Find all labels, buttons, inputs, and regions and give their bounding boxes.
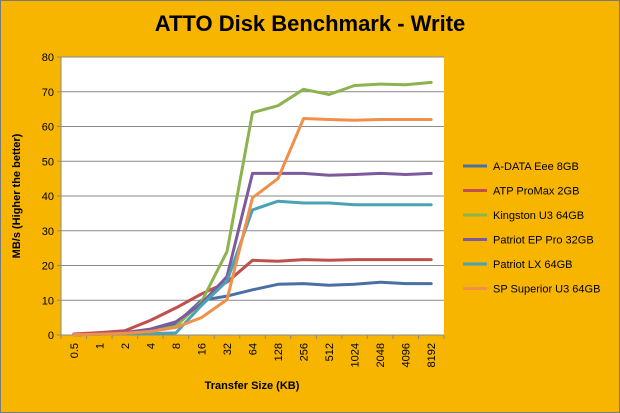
x-tick-label: 1024: [350, 343, 362, 367]
legend-label-6: SP Superior U3 64GB: [493, 284, 600, 296]
y-tick-label: 10: [42, 295, 54, 307]
y-tick-label: 60: [42, 122, 54, 134]
legend-label-3: Kingston U3 64GB: [493, 210, 584, 222]
series-lines: [72, 80, 433, 337]
x-tick-label: 8: [171, 343, 183, 349]
x-tick-label: 0.5: [69, 343, 81, 358]
x-tick-label: 2: [120, 343, 132, 349]
x-tick-label: 256: [299, 343, 311, 361]
gridlines: [61, 56, 444, 301]
x-tick-label: 512: [324, 343, 336, 361]
x-axis-label: Transfer Size (KB): [205, 380, 300, 392]
legend-label-2: ATP ProMax 2GB: [493, 186, 579, 198]
x-tick-label: 8192: [426, 343, 438, 367]
x-tick-label: 16: [196, 343, 208, 355]
legend-label-1: A-DATA Eee 8GB: [493, 161, 579, 173]
y-axis: 0 10 20 30 40 50 60 70 80: [42, 52, 62, 342]
y-tick-label: 30: [42, 226, 54, 238]
legend: A-DATA Eee 8GB ATP ProMax 2GB Kingston U3 …: [463, 161, 600, 296]
y-tick-label: 0: [48, 330, 54, 342]
y-tick-label: 40: [42, 191, 54, 203]
y-tick-label: 20: [42, 261, 54, 273]
x-tick-label: 4096: [401, 343, 413, 367]
x-tick-label: 32: [222, 343, 234, 355]
y-tick-label: 50: [42, 156, 54, 168]
x-tick-label: 4: [145, 343, 157, 349]
y-tick-label: 70: [42, 87, 54, 99]
chart-title: ATTO Disk Benchmark - Write: [155, 11, 466, 36]
y-tick-label: 80: [42, 52, 54, 64]
series-line-6: [72, 117, 433, 337]
legend-label-4: Patriot EP Pro 32GB: [493, 235, 594, 247]
series-line-2: [72, 258, 433, 336]
x-tick-label: 2048: [375, 343, 387, 367]
legend-label-5: Patriot LX 64GB: [493, 259, 573, 271]
x-tick-label: 128: [273, 343, 285, 361]
x-tick-label: 1: [94, 343, 106, 349]
y-axis-label: MB/s (Higher the better): [11, 133, 23, 258]
x-tick-label: 64: [248, 343, 260, 355]
